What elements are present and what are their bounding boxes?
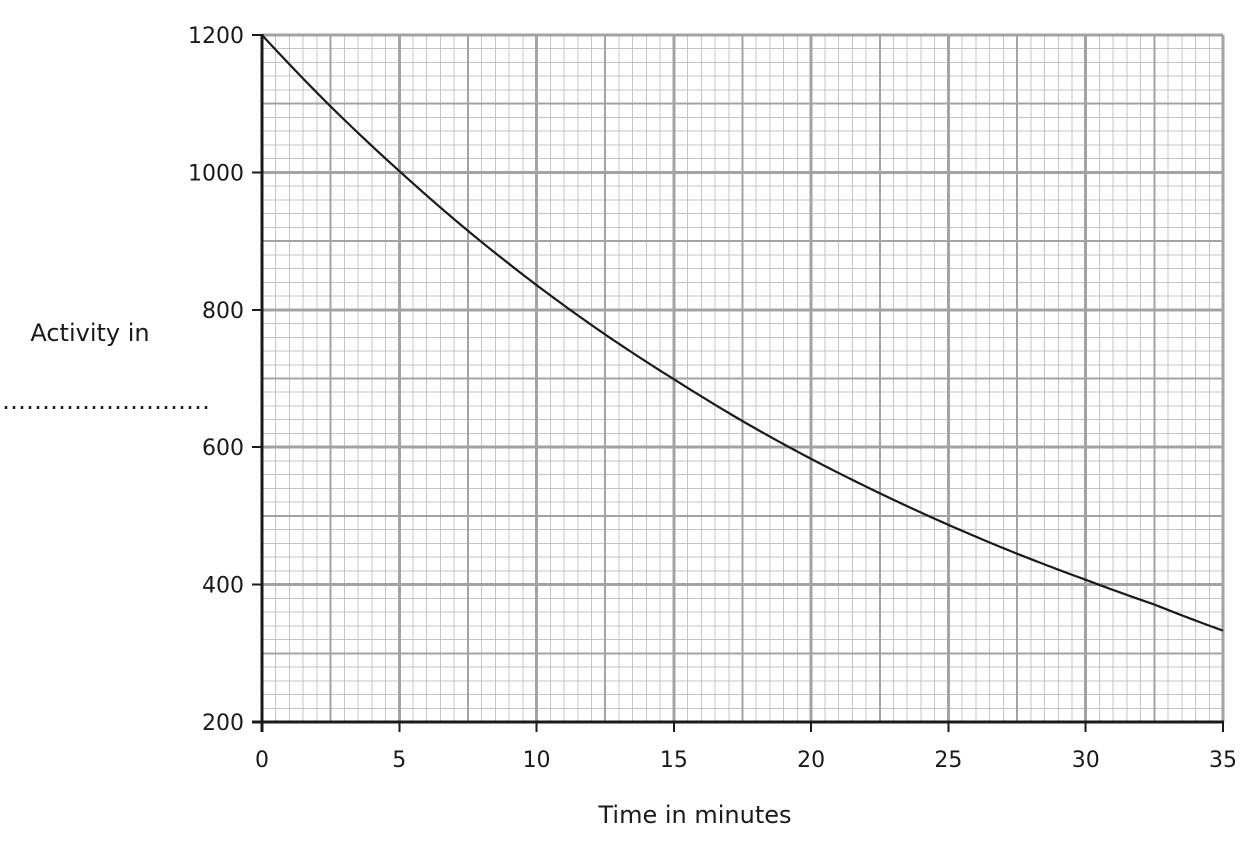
axes	[252, 34, 1224, 732]
x-tick-label: 35	[1209, 748, 1237, 773]
y-tick-labels: 200 400 600 800 1000 1200	[188, 24, 244, 736]
x-tick-label: 20	[797, 748, 825, 773]
x-tick-label: 15	[660, 748, 688, 773]
x-tick-labels: 0 5 10 15 20 25 30 35	[255, 748, 1237, 773]
x-tick-label: 25	[934, 748, 962, 773]
y-tick-label: 1200	[188, 24, 244, 49]
x-tick-label: 10	[523, 748, 551, 773]
y-axis-unit-blank: …………………………	[0, 387, 210, 415]
y-tick-label: 400	[202, 574, 244, 599]
y-tick-label: 600	[202, 436, 244, 461]
x-axis-title: Time in minutes	[597, 801, 791, 829]
x-tick-label: 30	[1072, 748, 1100, 773]
curve-layer	[261, 34, 1224, 632]
medium-grid	[261, 34, 1224, 723]
y-axis-title: Activity in	[30, 319, 149, 347]
x-tick-label: 0	[255, 748, 269, 773]
y-tick-label: 1000	[188, 161, 244, 186]
decay-curve	[261, 34, 1224, 632]
y-tick-label: 200	[202, 711, 244, 736]
x-tick-label: 5	[392, 748, 406, 773]
y-tick-label: 800	[202, 299, 244, 324]
